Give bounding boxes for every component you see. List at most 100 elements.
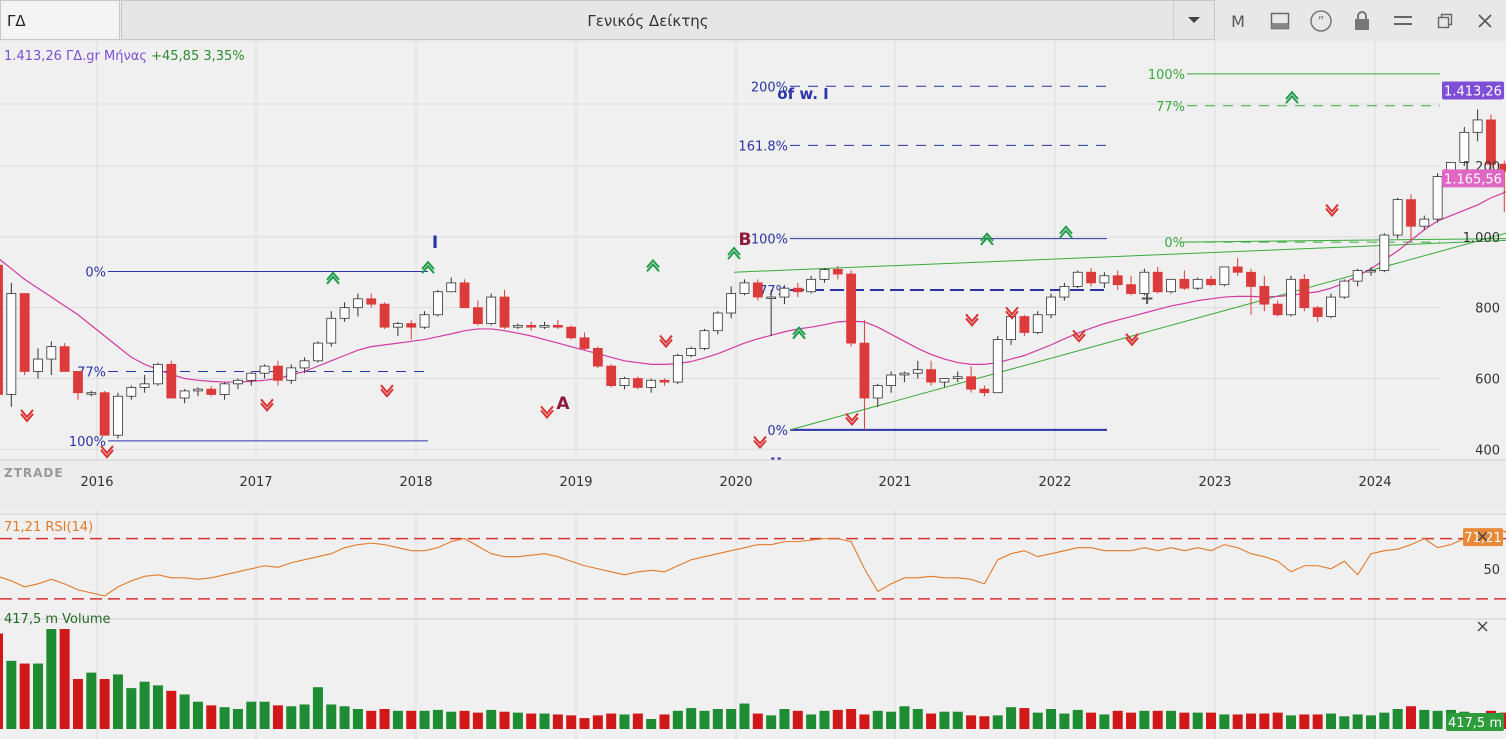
candle [179,389,190,404]
volume-bar [272,705,283,729]
volume-bar [1072,709,1083,729]
close-rsi-icon [1477,531,1488,542]
volume-bar [339,706,350,729]
x-tick-label: 2022 [1038,475,1071,490]
candle-body-down [1486,119,1496,165]
close-icon[interactable] [1472,8,1498,34]
volume-bar [1206,712,1217,729]
candle [1099,272,1110,289]
symbol-input[interactable]: ΓΔ [0,0,120,40]
x-tick-label: 2020 [719,475,752,490]
candle [1152,266,1163,294]
panel-icon[interactable] [1267,8,1293,34]
candle [326,311,337,347]
signal-down-icon [100,445,114,459]
candle-body-up [712,312,723,332]
instrument-selector[interactable]: Γενικός Δείκτης [121,0,1215,40]
candle [1432,173,1443,223]
signal-up-icon [1285,90,1299,104]
candle [619,376,630,390]
volume-bar [392,710,403,729]
candle-body-down [166,363,177,399]
volume-bar [1299,714,1310,729]
signal-down-icon [540,405,554,419]
last-price-label: 1.413,26 [1444,85,1502,100]
candle [1059,282,1070,301]
volume-bar [752,713,763,729]
candle [966,366,976,393]
candle [579,332,590,351]
volume-bar [806,714,817,729]
volume-bar [819,710,830,729]
candle [1112,270,1123,290]
chevron-down-icon[interactable] [1173,1,1214,39]
fib-label: 0% [767,424,788,439]
menu-icon[interactable] [1390,8,1416,34]
volume-bar [99,679,110,729]
volume-bar [766,715,777,729]
lock-icon[interactable] [1349,8,1375,34]
candle-body-up [539,324,550,328]
candle-body-up [1472,119,1483,133]
candle [992,336,1003,394]
candle-body-up [139,383,150,388]
signal-up-icon [646,258,660,273]
volume-bar [1312,714,1323,729]
volume-bar [1099,714,1110,729]
candle-body-down [1246,271,1256,287]
candle-body-down [99,392,110,436]
volume-bar [659,714,670,729]
candle [126,385,137,400]
volume-bar [112,674,123,729]
volume-bar [1326,713,1336,729]
volume-bar [832,709,843,729]
volume-bar [1272,712,1283,729]
candle-body-up [299,360,310,369]
period-button[interactable]: M [1225,8,1251,34]
candle-body-up [512,324,523,328]
candle [806,275,817,294]
candle-body-down [1152,271,1163,293]
candle-body-up [86,392,97,395]
quote-icon[interactable]: ” [1308,8,1334,34]
fib-label: 77% [1156,100,1185,115]
volume-bar [259,701,270,729]
candle-body-up [1459,131,1470,163]
quote-name: ΓΔ.gr [66,49,101,64]
candle [1472,109,1483,142]
volume-bar [512,712,523,729]
cursor-plus-icon: + [1140,289,1154,309]
candle [166,360,177,399]
volume-bar [552,714,563,729]
x-tick-label: 2024 [1358,475,1391,490]
restore-icon[interactable] [1432,8,1458,34]
volume-bar [1246,713,1257,729]
candle [1179,270,1190,290]
chart-area[interactable]: 0%77%100%200%161.8%100%77%0%100%77%0% II… [0,42,1506,739]
candle [752,279,763,301]
candle [1126,275,1136,296]
candle [1459,127,1470,166]
symbol-text: ΓΔ [7,12,26,30]
candle [6,282,17,407]
candle-body-up [1339,280,1350,298]
candle-body-down [1299,278,1310,309]
candle-body-up [392,323,403,328]
signal-up-icon [1059,225,1073,239]
candle [606,364,617,388]
volume-bar [619,714,630,729]
volume-bar [712,709,723,729]
candle [672,353,683,384]
candle [472,300,483,326]
candle-body-down [979,388,990,394]
candle [299,357,310,374]
rsi-panel: 71,21 RSI(14) 50 71,21 [0,520,1506,600]
candle [632,376,643,390]
x-tick-label: 2023 [1198,475,1231,490]
candle-body-down [1272,303,1283,316]
volume-bar [899,706,910,729]
candle-body-down [1499,163,1506,172]
candle-body-down [1086,271,1096,284]
candle-body-up [1219,266,1230,286]
candle [1312,305,1323,322]
